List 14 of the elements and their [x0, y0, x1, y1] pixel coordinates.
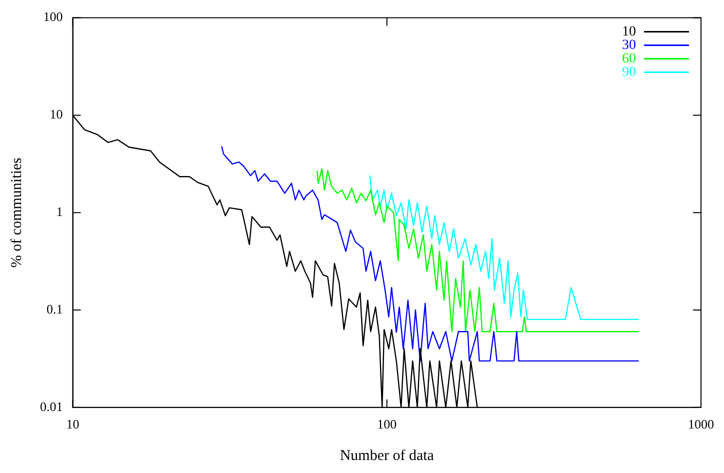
legend-label: 30: [622, 38, 636, 53]
y-tick-label: 1: [56, 204, 63, 220]
y-tick-label: 0.01: [40, 398, 63, 414]
x-tick-label: 10: [66, 416, 80, 432]
legend-label: 60: [622, 51, 636, 66]
y-tick-label: 0.1: [46, 301, 63, 316]
y-tick-label: 100: [43, 9, 63, 24]
y-tick-label: 10: [50, 106, 63, 122]
legend-label: 10: [622, 24, 636, 40]
x-axis-title: Number of data: [340, 448, 434, 464]
x-tick-label: 100: [377, 416, 397, 432]
y-axis-title: % of communities: [8, 157, 25, 268]
legend-label: 90: [622, 64, 636, 80]
x-tick-label: 1000: [688, 416, 714, 432]
